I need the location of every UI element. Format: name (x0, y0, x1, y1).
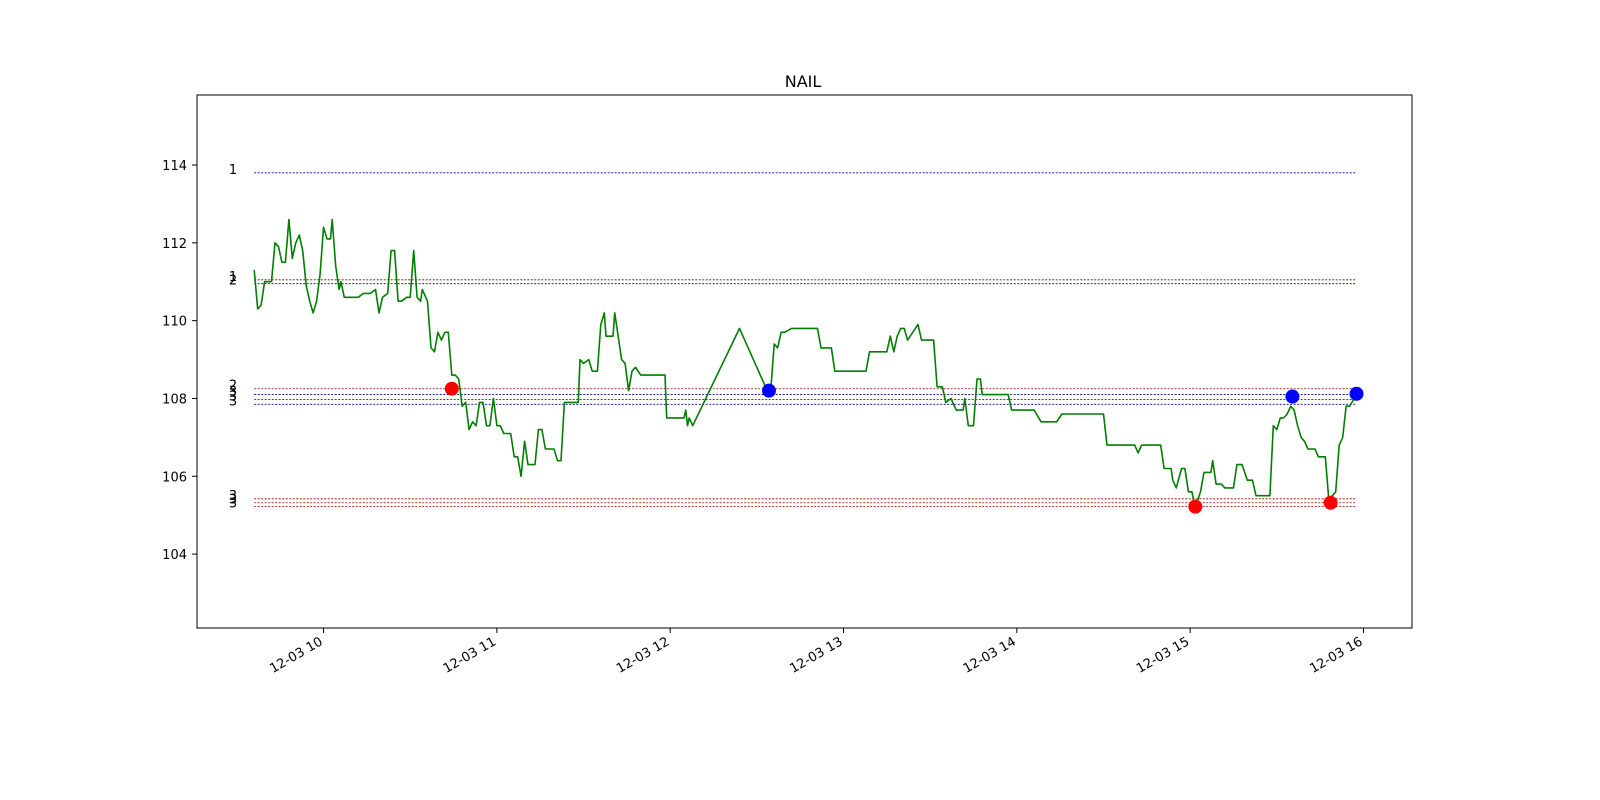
reference-line-label: 3 (229, 385, 237, 400)
reference-line-label: 2 (229, 274, 237, 289)
buy-marker (1285, 389, 1300, 404)
y-tick-label: 112 (162, 237, 187, 252)
reference-line-label: 1 (229, 163, 237, 178)
markers-group (444, 381, 1364, 514)
reference-lines (254, 172, 1357, 508)
reference-line-label: 3 (229, 489, 237, 504)
y-tick-label: 104 (162, 548, 187, 563)
reference-line-label: 3 (229, 390, 237, 405)
y-tick-label: 114 (162, 159, 187, 174)
y-tick-label: 108 (162, 392, 187, 407)
series-group (253, 218, 1358, 509)
reference-line-label: 3 (229, 394, 237, 409)
y-tick-label: 106 (162, 470, 187, 485)
reference-line-label: 3 (229, 497, 237, 512)
plot-area-frame (196, 94, 1413, 629)
reference-line-label: 1 (229, 270, 237, 285)
sell-marker (444, 381, 459, 396)
y-axis: 104 106 108 110 112 114 (162, 159, 197, 563)
buy-marker (1349, 386, 1364, 401)
sell-marker (1188, 499, 1203, 514)
reference-line-label: 2 (229, 379, 237, 394)
buy-marker (761, 383, 776, 398)
reference-line-label: 3 (229, 493, 237, 508)
price-line (253, 218, 1358, 509)
sell-marker (1323, 495, 1338, 510)
y-tick-label: 110 (162, 315, 187, 330)
chart-title: NAIL (785, 72, 822, 91)
